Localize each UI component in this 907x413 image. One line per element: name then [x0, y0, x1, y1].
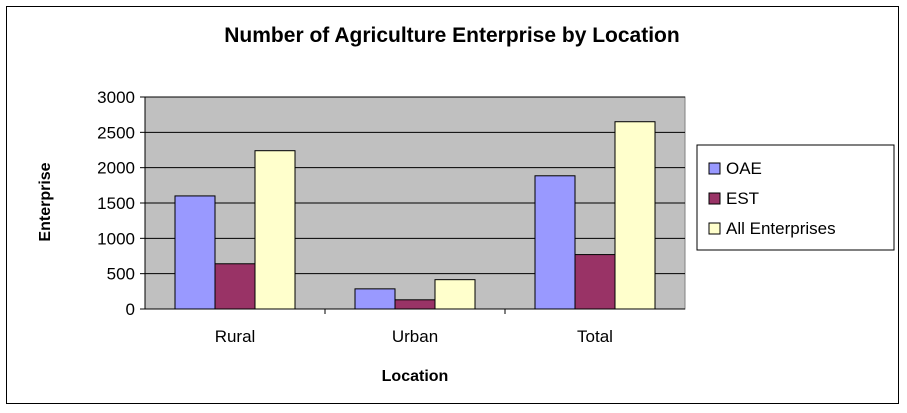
bar-est-rural [214, 263, 256, 310]
bar-oae-total [534, 175, 576, 310]
legend-label-all-enterprises: All Enterprises [726, 219, 836, 238]
bar-all-enterprises-total [614, 121, 656, 310]
legend-swatch-est [708, 192, 721, 205]
bar-all-enterprises-urban [434, 279, 476, 310]
x-tick-label: Urban [392, 327, 438, 346]
y-axis-label: Enterprise [37, 162, 54, 241]
bar-oae-rural [174, 195, 216, 310]
y-tick-label: 0 [126, 300, 135, 319]
bar-est-total [574, 254, 616, 310]
x-axis-label: Location [382, 368, 449, 385]
x-tick-label: Total [577, 327, 613, 346]
y-tick-label: 2000 [97, 159, 135, 178]
legend-label-oae: OAE [726, 159, 762, 178]
bar-est-urban [394, 299, 436, 310]
legend-swatch-all-enterprises [708, 222, 721, 235]
bar-oae-urban [354, 288, 396, 310]
x-tick-label: Rural [215, 327, 256, 346]
y-tick-label: 2500 [97, 123, 135, 142]
y-tick-label: 1500 [97, 194, 135, 213]
legend-swatch-oae [708, 162, 721, 175]
chart-title: Number of Agriculture Enterprise by Loca… [224, 24, 679, 47]
y-tick-label: 3000 [97, 88, 135, 107]
y-tick-label: 1000 [97, 229, 135, 248]
bar-all-enterprises-rural [254, 150, 296, 310]
legend-label-est: EST [726, 189, 759, 208]
y-tick-label: 500 [107, 265, 135, 284]
legend [696, 144, 895, 251]
